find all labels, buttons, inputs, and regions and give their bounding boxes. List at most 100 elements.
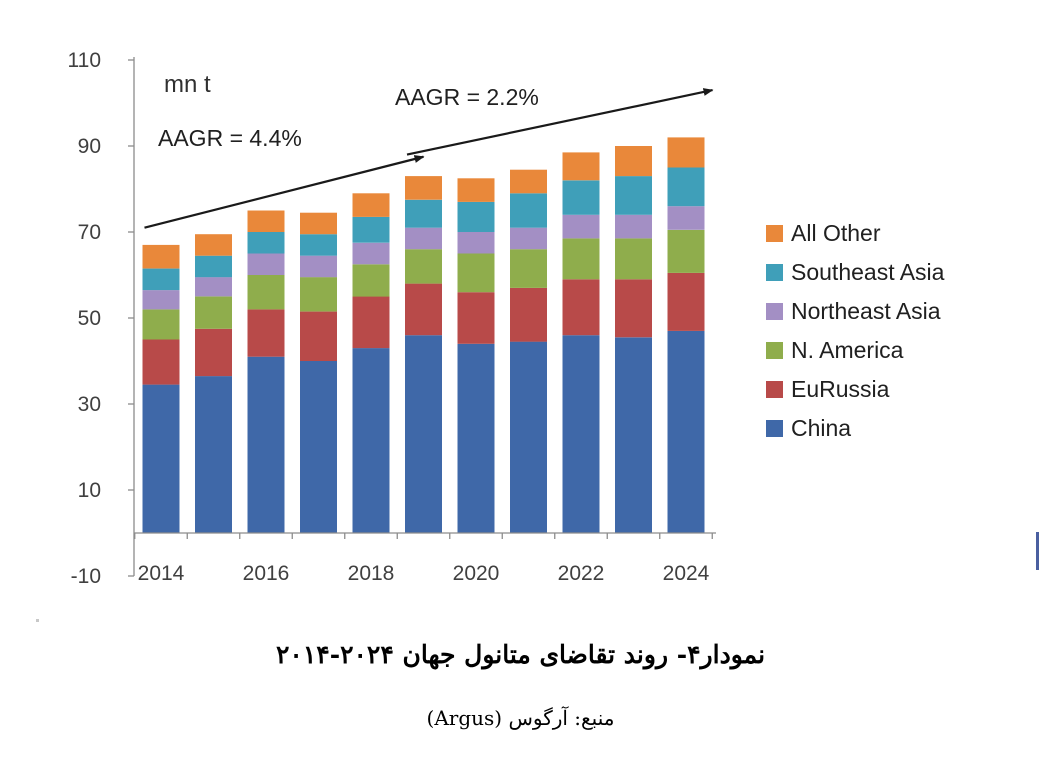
- bar-segment-china-2021: [510, 341, 547, 533]
- bar-segment-china-2015: [195, 376, 232, 533]
- bar-segment-all-other-2014: [142, 244, 180, 269]
- bar-segment-northeast-asia-2015: [195, 277, 232, 297]
- bar-segment-all-other-2023: [615, 146, 652, 177]
- bar-segment-all-other-2024: [667, 137, 705, 168]
- bar-segment-eurussia-2018: [352, 296, 390, 349]
- legend-label: Northeast Asia: [791, 298, 941, 324]
- bar-segment-eurussia-2014: [142, 339, 180, 385]
- bar-segment-n-america-2016: [247, 275, 285, 310]
- bar-segment-n-america-2023: [615, 238, 652, 280]
- bar-segment-northeast-asia-2018: [352, 242, 390, 265]
- bar-segment-china-2018: [352, 348, 390, 533]
- bar-segment-southeast-asia-2019: [405, 199, 442, 228]
- y-tick-label: 50: [78, 307, 101, 330]
- bars-layer: [142, 137, 705, 534]
- bar-segment-china-2023: [615, 337, 652, 534]
- bar-segment-southeast-asia-2016: [247, 232, 285, 254]
- bar-segment-all-other-2016: [247, 210, 285, 232]
- bar-segment-eurussia-2021: [510, 287, 547, 342]
- bar-segment-n-america-2024: [667, 229, 705, 273]
- bar-segment-southeast-asia-2022: [562, 180, 600, 215]
- legend-swatch-china: [766, 420, 783, 437]
- bar-segment-northeast-asia-2014: [142, 290, 180, 310]
- legend: All Other Southeast Asia Northeast Asia N. …: [766, 220, 945, 441]
- bar-segment-southeast-asia-2017: [300, 234, 337, 256]
- bar-segment-eurussia-2024: [667, 272, 705, 331]
- aagr-arrow: [406, 88, 714, 156]
- bar-segment-n-america-2017: [300, 277, 337, 312]
- bar-segment-eurussia-2017: [300, 311, 337, 361]
- bar-segment-n-america-2015: [195, 296, 232, 329]
- bar-segment-all-other-2019: [405, 176, 442, 200]
- bar-segment-china-2024: [667, 330, 705, 533]
- legend-label: Southeast Asia: [791, 259, 945, 285]
- bar-segment-china-2019: [405, 335, 442, 533]
- bar-segment-n-america-2020: [457, 253, 495, 293]
- aagr-label: AAGR = 4.4%: [158, 125, 302, 151]
- bar-segment-southeast-asia-2023: [615, 176, 652, 215]
- y-tick-label: 30: [78, 393, 101, 416]
- aagr-arrow: [144, 155, 425, 229]
- y-tick-label: 110: [68, 49, 101, 72]
- bar-segment-northeast-asia-2016: [247, 253, 285, 275]
- x-tick-label: 2018: [348, 562, 395, 585]
- annotation-layer: AAGR = 4.4% AAGR = 2.2%: [144, 84, 714, 229]
- bar-segment-china-2020: [457, 343, 495, 533]
- bar-segment-n-america-2021: [510, 249, 547, 288]
- bar-segment-eurussia-2015: [195, 328, 232, 377]
- bar-segment-northeast-asia-2019: [405, 227, 442, 250]
- y-tick-label: 10: [78, 479, 101, 502]
- bar-segment-northeast-asia-2023: [615, 214, 652, 239]
- bar-segment-all-other-2021: [510, 169, 547, 194]
- bar-segment-northeast-asia-2022: [562, 214, 600, 239]
- bar-segment-all-other-2020: [457, 178, 495, 202]
- aagr-label: AAGR = 2.2%: [395, 84, 539, 110]
- bar-segment-china-2014: [142, 384, 180, 533]
- legend-label: N. America: [791, 337, 904, 363]
- y-tick-label: 90: [78, 135, 101, 158]
- bar-segment-northeast-asia-2024: [667, 206, 705, 230]
- bar-segment-china-2016: [247, 356, 285, 533]
- legend-swatch-southeast-asia: [766, 264, 783, 281]
- legend-label: China: [791, 415, 851, 441]
- legend-label: EuRussia: [791, 376, 890, 402]
- unit-label: mn t: [164, 71, 211, 98]
- bar-segment-southeast-asia-2020: [457, 201, 495, 232]
- bar-segment-eurussia-2020: [457, 292, 495, 344]
- bar-segment-southeast-asia-2024: [667, 167, 705, 207]
- bar-segment-eurussia-2016: [247, 309, 285, 357]
- bar-segment-n-america-2019: [405, 249, 442, 284]
- x-tick-label: 2024: [663, 562, 710, 585]
- bar-segment-southeast-asia-2015: [195, 255, 232, 278]
- x-tick-label: 2020: [453, 562, 500, 585]
- bar-segment-southeast-asia-2018: [352, 216, 390, 243]
- bar-segment-eurussia-2023: [615, 279, 652, 338]
- bar-segment-southeast-asia-2014: [142, 268, 180, 291]
- axes-layer: 110 90 70 50 30 10 -10 2014 2016 2018 2020 2022 2024: [68, 49, 716, 588]
- bar-segment-northeast-asia-2020: [457, 232, 495, 254]
- x-tick-label: 2014: [138, 562, 185, 585]
- legend-swatch-all-other: [766, 225, 783, 242]
- bar-segment-northeast-asia-2021: [510, 227, 547, 250]
- bar-segment-all-other-2022: [562, 152, 600, 181]
- legend-swatch-northeast-asia: [766, 303, 783, 320]
- stray-dot: [36, 619, 39, 622]
- bar-segment-china-2017: [300, 361, 337, 533]
- legend-label: All Other: [791, 220, 881, 246]
- bar-segment-eurussia-2019: [405, 283, 442, 336]
- legend-swatch-eurussia: [766, 381, 783, 398]
- bar-segment-n-america-2018: [352, 264, 390, 297]
- bar-segment-all-other-2017: [300, 212, 337, 235]
- bar-segment-southeast-asia-2021: [510, 193, 547, 228]
- y-tick-label: -10: [71, 565, 101, 588]
- bar-segment-n-america-2022: [562, 238, 600, 280]
- x-tick-label: 2022: [558, 562, 605, 585]
- bar-segment-all-other-2018: [352, 193, 390, 217]
- figure-caption-source: منبع: آرگوس (Argus): [426, 706, 615, 730]
- figure-caption-title: نمودار۴- روند تقاضای متانول جهان ۲۰۲۴-۲۰…: [275, 640, 766, 669]
- bar-segment-n-america-2014: [142, 309, 180, 340]
- bar-segment-northeast-asia-2017: [300, 255, 337, 278]
- x-tick-label: 2016: [243, 562, 290, 585]
- edge-marker: [1036, 532, 1039, 570]
- methanol-demand-chart: 110 90 70 50 30 10 -10 2014 2016 2018 2020 2022 2024…: [68, 49, 945, 588]
